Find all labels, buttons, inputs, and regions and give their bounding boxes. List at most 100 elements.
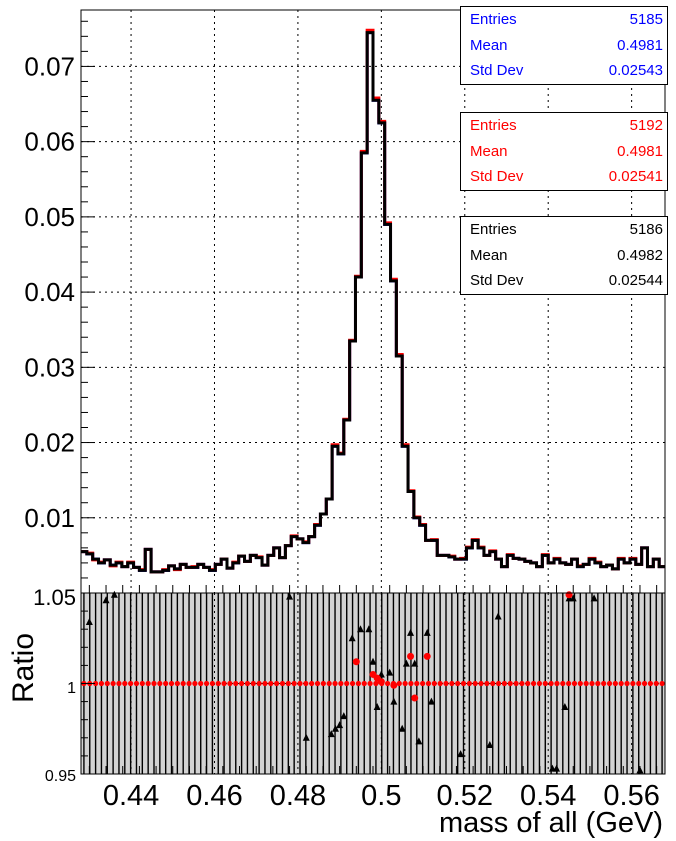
stat-box-red: Entries 5192 Mean 0.4981 Std Dev 0.02541 [460, 112, 668, 191]
ratio-point-flat [227, 680, 233, 687]
ratio-point-flat [554, 680, 560, 687]
ratio-point-flat [472, 680, 478, 687]
ratio-point-flat [98, 680, 105, 687]
ratio-point-flat [361, 680, 367, 687]
stat-row-stddev: Std Dev 0.02541 [470, 168, 663, 186]
stat-row-stddev: Std Dev 0.02544 [470, 272, 663, 290]
ratio-point-flat [338, 680, 344, 687]
ratio-point-flat [192, 680, 198, 687]
ratio-point-triangle [327, 730, 335, 738]
ratio-point-flat [525, 680, 531, 687]
ratio-point-flat [221, 680, 227, 687]
stat-box-blue: Entries 5185 Mean 0.4981 Std Dev 0.02543 [460, 6, 668, 85]
ratio-point-flat [320, 680, 326, 687]
ratio-point-triangle [110, 590, 118, 598]
ratio-point-flat [466, 680, 472, 687]
ratio-point-flat [203, 680, 210, 687]
histogram-series-group [81, 28, 665, 574]
ratio-point-flat [630, 680, 636, 687]
upper-y-tick-label: 0.03 [24, 352, 75, 382]
ratio-point-triangle [348, 634, 356, 642]
ratio-point-flat [437, 680, 443, 687]
ratio-point-flat [641, 680, 648, 687]
ratio-point-flat [139, 680, 145, 687]
ratio-point-circle [352, 658, 360, 666]
ratio-point-circle [423, 652, 431, 660]
ratio-point-triangle [569, 594, 577, 602]
stat-box-black: Entries 5186 Mean 0.4982 Std Dev 0.02544 [460, 216, 668, 295]
ratio-point-flat [174, 680, 180, 687]
ratio-point-flat [262, 680, 268, 687]
ratio-point-flat [163, 680, 169, 687]
ratio-point-triangle [457, 750, 465, 758]
ratio-point-flat [209, 680, 215, 687]
ratio-point-flat [548, 680, 554, 687]
ratio-point-flat [133, 680, 140, 687]
ratio-point-triangle [369, 657, 377, 665]
histogram-series-2 [81, 31, 665, 574]
stat-row-mean: Mean 0.4981 [470, 36, 663, 54]
lower-ratio-pad: 0.95 1 1.05 0.44 0.46 0.48 0.5 0.52 0.54 0.56 Rat… [7, 585, 666, 839]
x-tick-label: 0.46 [186, 780, 242, 812]
upper-y-axis: 0.01 0.02 0.03 0.04 0.05 0.06 0.07 [24, 20, 658, 593]
ratio-point-flat [408, 680, 414, 687]
x-tick-label: 0.56 [603, 780, 659, 812]
x-axis-title: mass of all (GeV) [439, 807, 663, 839]
stat-row-entries: Entries 5186 [470, 221, 663, 238]
ratio-point-flat [268, 680, 274, 687]
ratio-band [81, 593, 665, 774]
ratio-point-flat [402, 680, 408, 687]
ratio-point-flat [612, 680, 618, 687]
ratio-point-flat [542, 680, 548, 687]
ratio-point-flat [636, 680, 642, 687]
ratio-point-triangle [85, 617, 93, 625]
ratio-point-triangle [561, 703, 569, 711]
ratio-point-flat [291, 680, 297, 687]
ratio-point-flat [449, 680, 455, 687]
ratio-point-triangle [365, 625, 373, 633]
ratio-point-flat [460, 680, 467, 687]
ratio-point-flat [647, 680, 654, 687]
ratio-point-flat [198, 680, 204, 687]
ratio-point-triangle [590, 594, 598, 602]
ratio-point-triangle [486, 741, 494, 749]
ratio-point-flat [490, 680, 496, 687]
stat-row-mean: Mean 0.4981 [470, 142, 663, 160]
ratio-point-flat [531, 680, 537, 687]
ratio-point-flat [507, 680, 513, 687]
ratio-point-flat [239, 680, 245, 687]
ratio-point-circle [411, 694, 419, 702]
x-tick-label: 0.48 [270, 780, 326, 812]
ratio-point-flat [571, 680, 578, 687]
ratio-point-flat [455, 680, 461, 687]
ratio-point-flat [414, 680, 420, 687]
ratio-point-triangle [286, 592, 294, 600]
ratio-point-flat [297, 680, 303, 687]
ratio-point-triangle [386, 668, 394, 676]
ratio-point-triangle [415, 737, 423, 745]
ratio-point-flat [93, 680, 99, 687]
ratio-point-flat [145, 680, 151, 687]
ratio-point-flat [513, 680, 519, 687]
ratio-point-circle [565, 591, 573, 599]
ratio-point-flat [168, 680, 175, 687]
ratio-point-circle [390, 681, 398, 689]
ratio-point-flat [180, 680, 186, 687]
ratio-point-flat [128, 680, 134, 687]
ratio-point-triangle [494, 612, 502, 620]
ratio-point-flat [385, 680, 391, 687]
ratio-point-flat [309, 680, 315, 687]
ratio-point-triangle [407, 628, 415, 636]
ratio-point-flat [104, 680, 110, 687]
ratio-point-flat [355, 680, 361, 687]
ratio-point-flat [589, 680, 595, 687]
ratio-point-triangle [427, 697, 435, 705]
upper-y-tick-label: 0.07 [24, 51, 75, 81]
ratio-point-triangle [373, 703, 381, 711]
ratio-point-flat [326, 680, 332, 687]
upper-y-tick-label: 0.05 [24, 202, 75, 232]
ratio-point-triangle [340, 712, 348, 720]
ratio-point-flat [151, 680, 157, 687]
ratio-point-triangle [302, 733, 310, 741]
ratio-point-triangle [102, 596, 110, 604]
